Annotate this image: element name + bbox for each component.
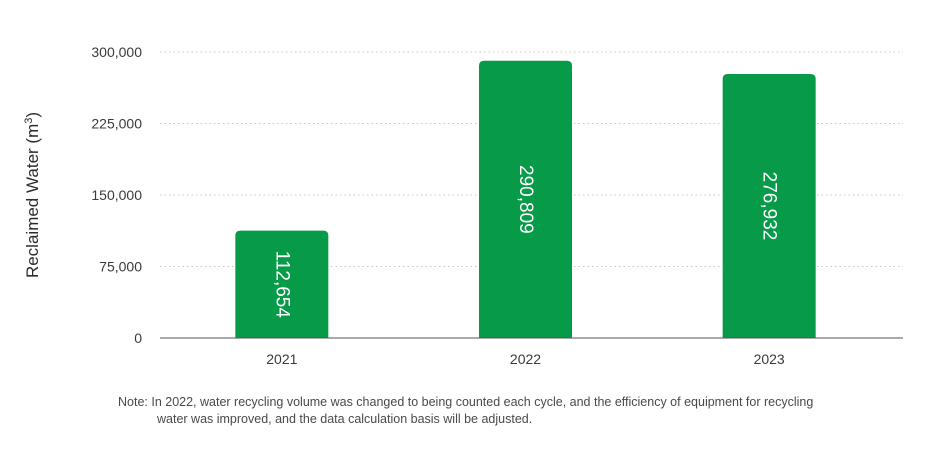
y-axis-label-superscript: 3 bbox=[23, 118, 35, 124]
x-axis-ticks: 2021 2022 2023 bbox=[266, 351, 785, 367]
bars: 112,654 290,809 276,932 bbox=[235, 60, 816, 339]
y-axis-label-text: Reclaimed Water (m bbox=[23, 124, 42, 278]
y-tick-label: 225,000 bbox=[91, 116, 142, 132]
y-tick-label: 75,000 bbox=[99, 259, 142, 275]
y-axis-label: Reclaimed Water (m3) bbox=[23, 112, 42, 278]
bar-chart: 0 75,000 150,000 225,000 300,000 112,654 290,… bbox=[23, 44, 903, 367]
bar-value-label: 112,654 bbox=[271, 251, 292, 319]
y-tick-label: 0 bbox=[134, 330, 142, 346]
bar-2021 bbox=[235, 230, 329, 338]
x-tick-label: 2021 bbox=[266, 351, 297, 367]
bar-value-label: 276,932 bbox=[759, 172, 780, 241]
footnote-line-2: water was improved, and the data calcula… bbox=[157, 412, 533, 426]
y-tick-label: 150,000 bbox=[91, 187, 142, 203]
bar-2022 bbox=[479, 60, 572, 338]
footnote: Note: In 2022, water recycling volume wa… bbox=[118, 394, 918, 428]
footnote-line-1: Note: In 2022, water recycling volume wa… bbox=[118, 395, 814, 409]
x-tick-label: 2022 bbox=[510, 351, 541, 367]
y-axis-label-suffix: ) bbox=[23, 112, 42, 118]
y-tick-label: 300,000 bbox=[91, 44, 142, 60]
bar-2023 bbox=[722, 73, 816, 339]
x-tick-label: 2023 bbox=[754, 351, 785, 367]
y-axis-ticks: 0 75,000 150,000 225,000 300,000 bbox=[91, 44, 142, 346]
bar-value-label: 290,809 bbox=[515, 165, 536, 234]
